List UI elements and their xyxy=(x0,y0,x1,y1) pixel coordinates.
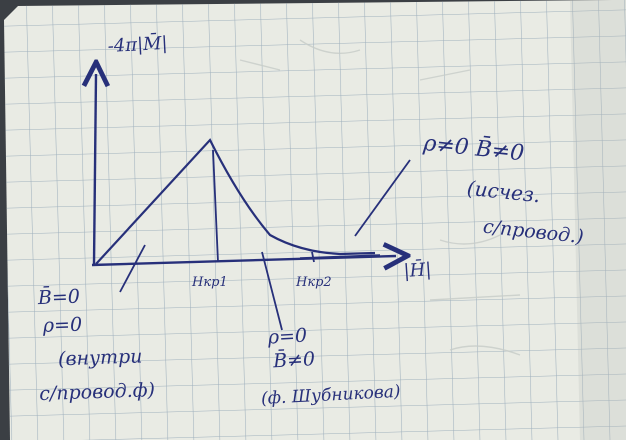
annotation-left-line-3: (внутри xyxy=(58,345,143,370)
annotation-left-line-4: с/провод.ф) xyxy=(39,379,155,405)
tick-label-hc1: Hкр1 xyxy=(191,275,228,290)
annotation-middle-line-1: ρ=0 xyxy=(266,325,307,349)
hc2-tick xyxy=(311,251,315,263)
annotation-middle-line-2: B̄≠0 xyxy=(271,347,315,373)
faint-backpage-writing xyxy=(239,39,521,356)
pointer-right xyxy=(354,159,411,237)
page-shadow xyxy=(570,0,626,440)
pointer-left xyxy=(119,244,146,293)
tick-label-hc2: Hкр2 xyxy=(295,275,332,290)
x-axis xyxy=(91,256,396,265)
x-axis-label: |H̄| xyxy=(403,257,432,282)
y-axis xyxy=(94,74,96,265)
annotation-left-line-2: ρ=0 xyxy=(42,314,83,337)
pointer-middle xyxy=(261,251,283,331)
grid-paper xyxy=(4,0,626,440)
hc1-dash xyxy=(212,149,219,263)
magnetization-curve xyxy=(95,138,376,265)
annotation-left: B̄=0 ρ=0 (внутри с/провод.ф) xyxy=(36,284,155,405)
y-axis-label: -4π|M̄| xyxy=(107,31,168,57)
annotation-left-line-1: B̄=0 xyxy=(36,284,80,309)
